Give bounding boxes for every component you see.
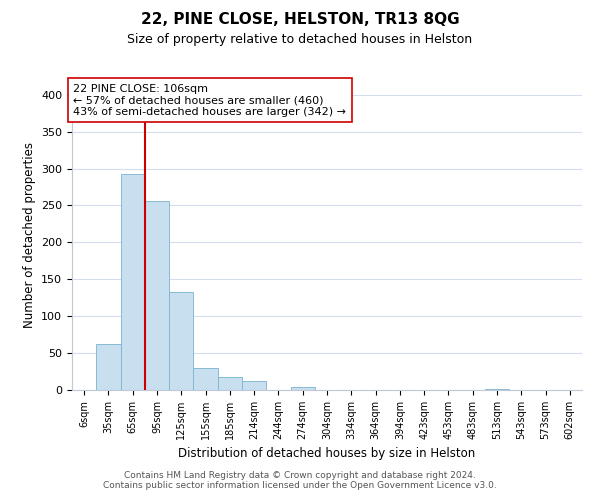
Text: 22 PINE CLOSE: 106sqm
← 57% of detached houses are smaller (460)
43% of semi-det: 22 PINE CLOSE: 106sqm ← 57% of detached … (73, 84, 346, 117)
Bar (145, 201, 169, 390)
Bar (121, 174, 145, 390)
Bar (218, 376, 242, 390)
Text: 22, PINE CLOSE, HELSTON, TR13 8QG: 22, PINE CLOSE, HELSTON, TR13 8QG (140, 12, 460, 28)
Bar (169, 292, 193, 390)
Text: Size of property relative to detached houses in Helston: Size of property relative to detached ho… (127, 32, 473, 46)
Bar (242, 381, 266, 390)
X-axis label: Distribution of detached houses by size in Helston: Distribution of detached houses by size … (178, 448, 476, 460)
Bar (193, 368, 218, 390)
Text: Contains HM Land Registry data © Crown copyright and database right 2024.
Contai: Contains HM Land Registry data © Crown c… (103, 470, 497, 490)
Bar (96, 344, 121, 390)
Bar (290, 387, 315, 390)
Y-axis label: Number of detached properties: Number of detached properties (23, 142, 35, 328)
